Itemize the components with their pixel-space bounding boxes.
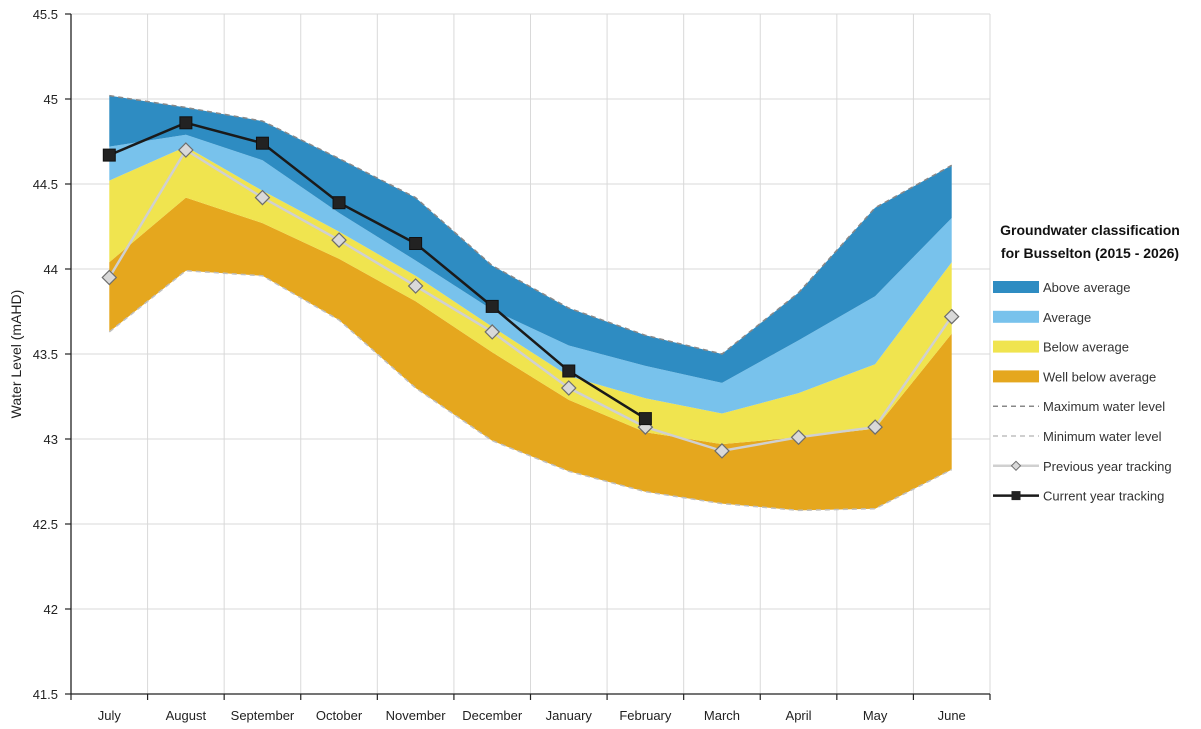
line-current-year-tracking xyxy=(108,121,647,420)
x-tick-label: April xyxy=(786,708,812,723)
point-previous-year-tracking xyxy=(867,419,883,435)
x-tick-label: November xyxy=(386,708,447,723)
y-tick-label: 43.5 xyxy=(33,347,58,362)
x-tick-label: June xyxy=(938,708,966,723)
legend-marker-current-year-tracking xyxy=(1011,491,1021,501)
point-previous-year-tracking xyxy=(331,232,347,248)
point-previous-year-tracking xyxy=(254,189,271,206)
legend-label-minimum-water-level: Minimum water level xyxy=(1043,429,1162,444)
x-tick-label: October xyxy=(316,708,363,723)
y-tick-label: 42.5 xyxy=(33,517,58,532)
point-current-year-tracking xyxy=(485,299,499,313)
x-tick-label: September xyxy=(231,708,295,723)
band-above-average xyxy=(109,95,952,383)
y-tick-label: 44 xyxy=(44,262,58,277)
legend-label-well-below-average: Well below average xyxy=(1043,369,1156,384)
x-tick-label: July xyxy=(98,708,122,723)
line-minimum-water-level xyxy=(108,269,953,512)
point-previous-year-tracking xyxy=(484,324,501,340)
point-current-year-tracking xyxy=(332,196,346,210)
point-previous-year-tracking xyxy=(790,429,807,446)
band-layer xyxy=(109,95,952,511)
band-average xyxy=(109,134,952,414)
x-tick-label: March xyxy=(704,708,740,723)
point-previous-year-tracking xyxy=(407,278,424,294)
axis-layer: 41.5 42 42.5 43 43.5 44 44.5 45 45.5 July August Se… xyxy=(33,7,991,723)
point-previous-year-tracking xyxy=(101,269,118,286)
legend-label-maximum-water-level: Maximum water level xyxy=(1043,399,1165,414)
point-current-year-tracking xyxy=(179,116,193,130)
x-tick-label: January xyxy=(546,708,593,723)
y-axis-title: Water Level (mAHD) xyxy=(8,290,24,419)
legend-marker-previous-year-tracking xyxy=(1010,460,1022,472)
y-tick-label: 43 xyxy=(44,432,58,447)
legend-label-below-average: Below average xyxy=(1043,340,1129,355)
legend-label-previous-year-tracking: Previous year tracking xyxy=(1043,459,1172,474)
point-current-year-tracking xyxy=(255,136,269,150)
point-previous-year-tracking xyxy=(714,443,730,459)
x-tick-label: May xyxy=(863,708,888,723)
line-previous-year-tracking xyxy=(108,148,953,453)
legend-title-line1: Groundwater classification xyxy=(1000,222,1180,238)
legend-swatch-above-average xyxy=(993,281,1039,293)
point-previous-year-tracking xyxy=(178,142,194,158)
legend: Groundwater classification for Busselton… xyxy=(993,222,1180,504)
legend-swatch-average xyxy=(993,310,1039,323)
legend-items: Above average Average Below average Well be… xyxy=(993,280,1172,504)
x-tick-label: December xyxy=(462,708,523,723)
line-layer xyxy=(101,94,960,512)
x-tick-label: August xyxy=(166,708,207,723)
point-current-year-tracking xyxy=(102,148,116,162)
point-current-year-tracking xyxy=(409,237,423,250)
y-tick-label: 45.5 xyxy=(33,7,58,22)
point-current-year-tracking xyxy=(562,364,576,378)
legend-swatch-below-average xyxy=(993,340,1039,353)
point-previous-year-tracking xyxy=(943,308,960,325)
legend-swatch-well-below-average xyxy=(993,370,1039,383)
y-tick-label: 45 xyxy=(44,92,58,107)
band-below-average xyxy=(109,146,952,445)
x-tick-label: February xyxy=(619,708,672,723)
legend-title-line2: for Busselton (2015 - 2026) xyxy=(1001,245,1179,261)
legend-label-current-year-tracking: Current year tracking xyxy=(1043,489,1164,504)
point-current-year-tracking xyxy=(638,412,652,426)
y-tick-label: 44.5 xyxy=(33,177,58,192)
legend-label-average: Average xyxy=(1043,310,1091,325)
line-maximum-water-level xyxy=(109,94,953,355)
band-well-below-average xyxy=(109,197,952,511)
y-tick-label: 42 xyxy=(44,602,58,617)
point-previous-year-tracking xyxy=(560,380,577,396)
legend-label-above-average: Above average xyxy=(1043,280,1130,295)
y-tick-label: 41.5 xyxy=(33,687,58,702)
